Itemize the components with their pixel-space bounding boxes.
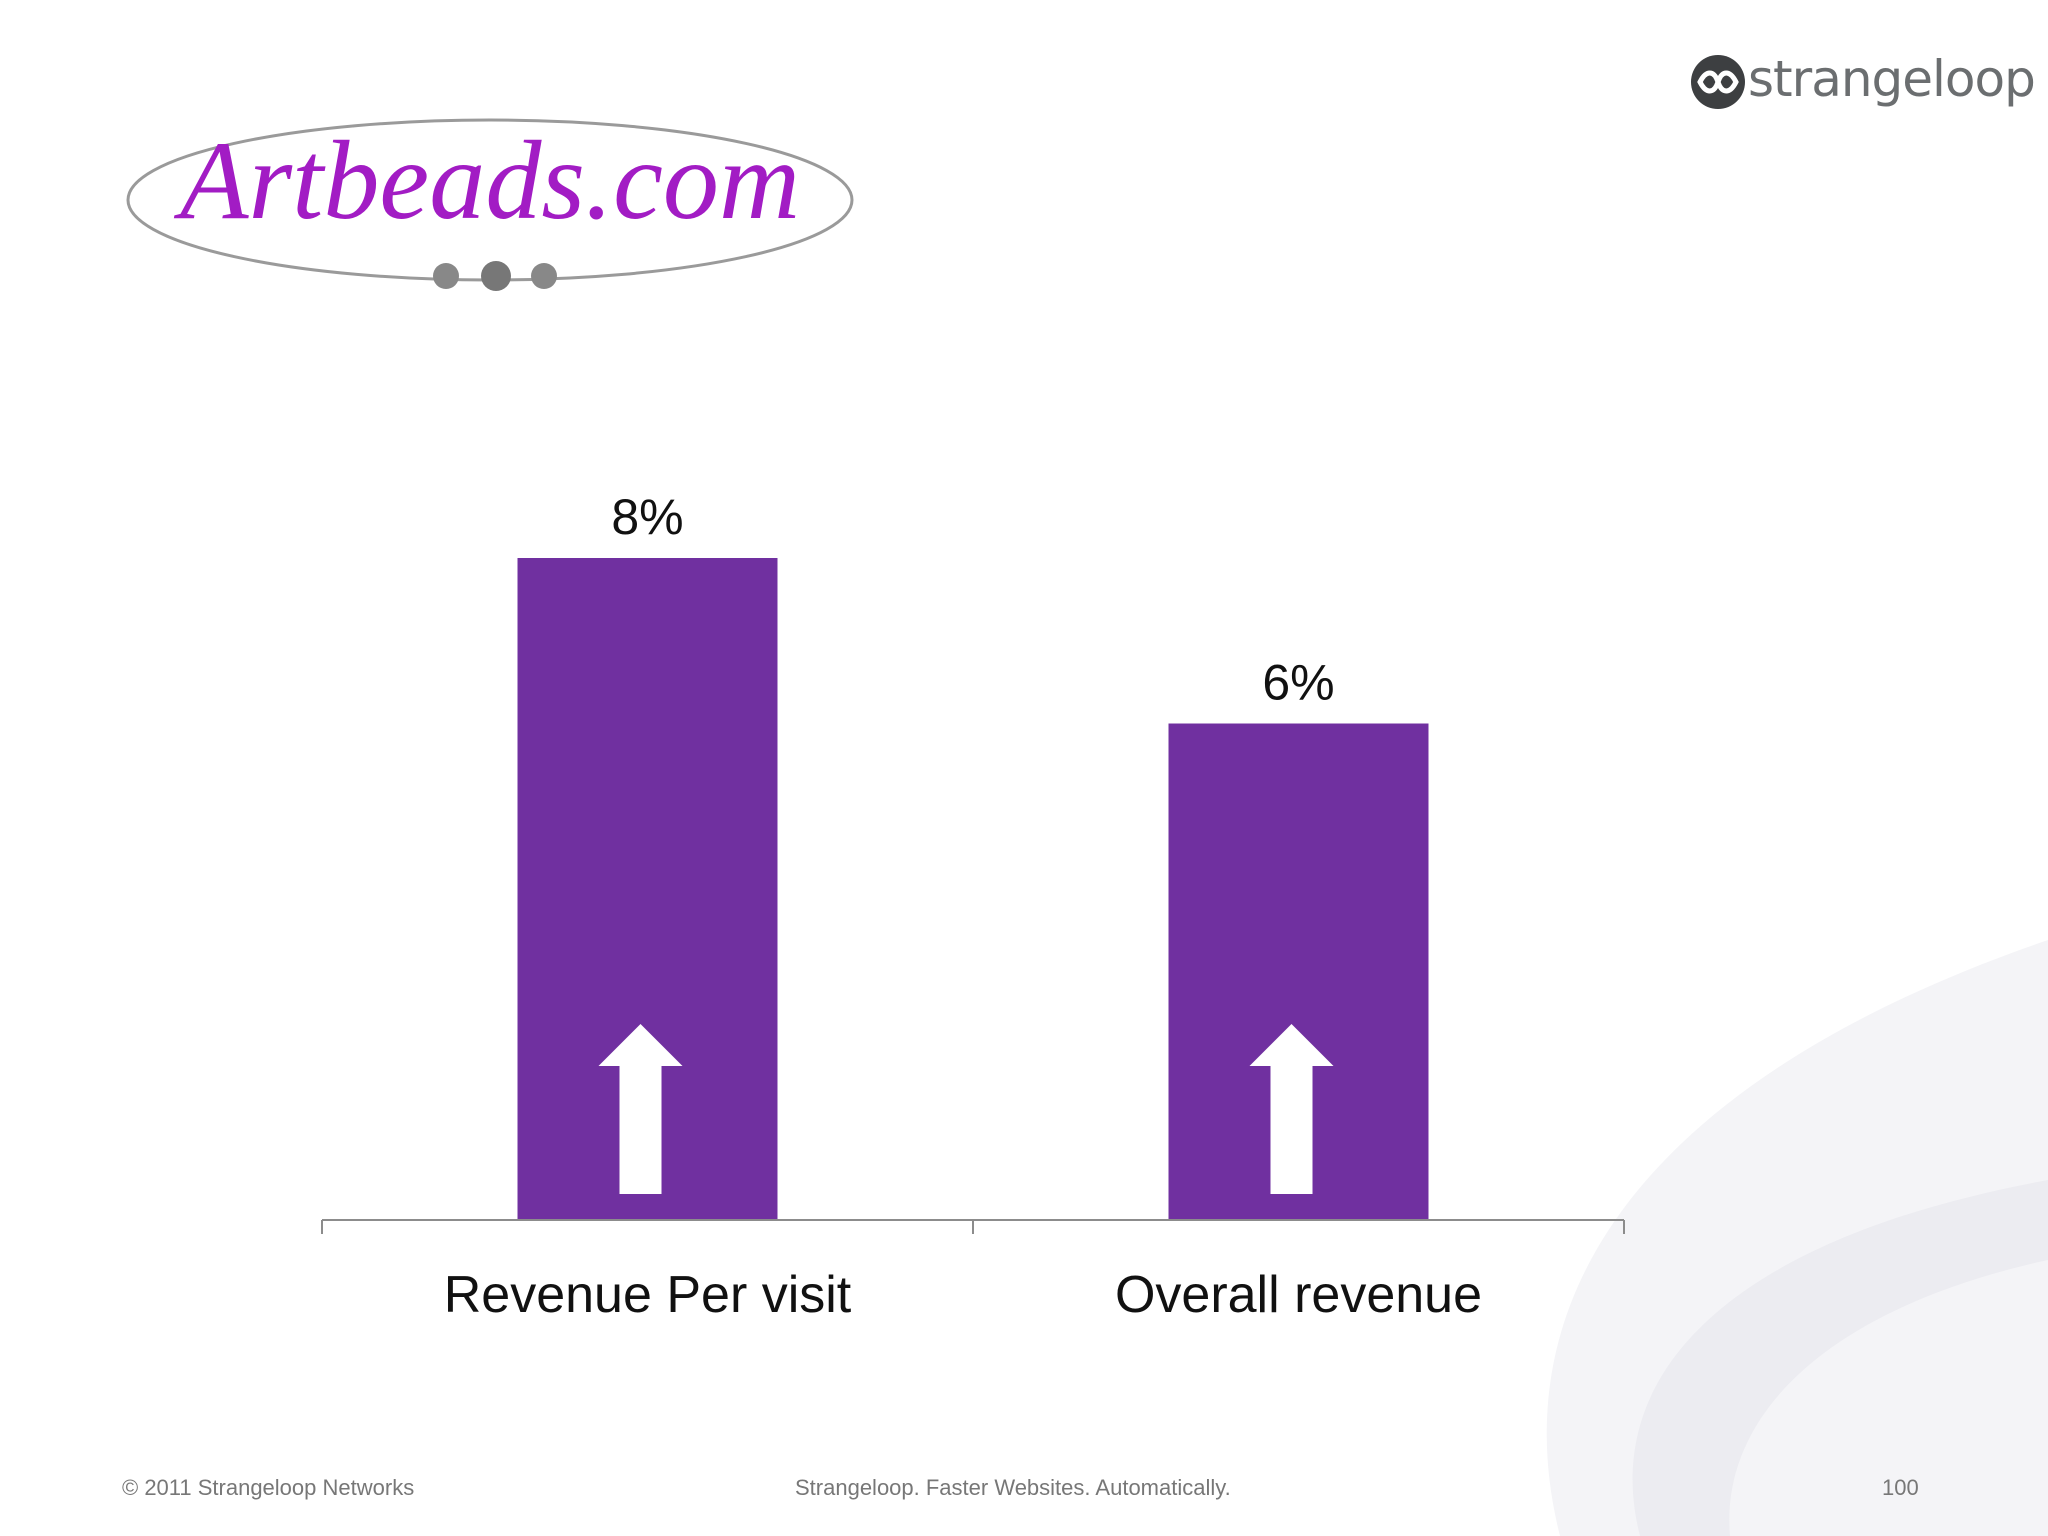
bead-icon: [481, 261, 511, 291]
bar-chart: 8% Revenue Per visit 6% Overall revenue: [321, 489, 1625, 1324]
up-arrow-icon: [598, 1024, 683, 1194]
data-label-1: 8%: [611, 489, 683, 545]
artbeads-logo: Artbeads.com: [126, 118, 854, 291]
bead-icon: [433, 263, 459, 289]
infinity-loop-icon: [1691, 55, 1745, 109]
strangeloop-logo: strangeloop: [1690, 48, 2036, 118]
category-label-2: Overall revenue: [1115, 1266, 1482, 1324]
strangeloop-wordmark: strangeloop: [1748, 50, 2036, 108]
data-label-2: 6%: [1262, 655, 1334, 711]
page-number: 100: [1882, 1475, 1919, 1500]
bead-icon: [531, 263, 557, 289]
footer-copyright: © 2011 Strangeloop Networks: [122, 1475, 415, 1500]
up-arrow-icon: [1249, 1024, 1334, 1194]
artbeads-wordmark: Artbeads.com: [173, 119, 800, 243]
footer-tagline: Strangeloop. Faster Websites. Automatica…: [795, 1475, 1231, 1500]
category-label-1: Revenue Per visit: [444, 1266, 852, 1324]
